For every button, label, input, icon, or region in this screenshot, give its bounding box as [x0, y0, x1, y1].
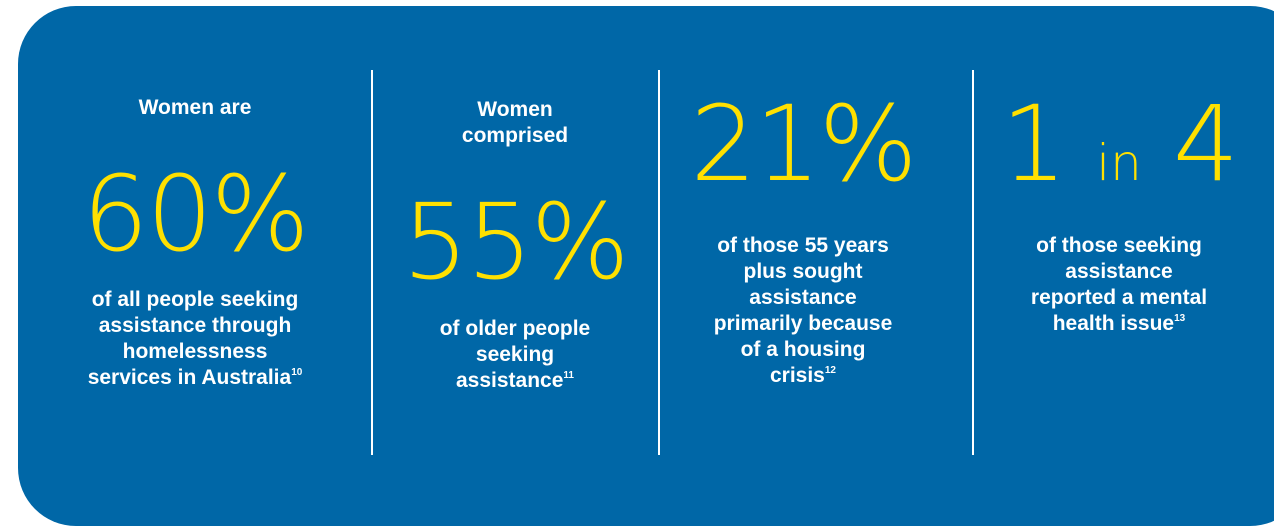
stat-value-part: 1: [1000, 83, 1067, 205]
footnote-ref: 12: [824, 365, 836, 376]
stat-value: 55%: [402, 181, 629, 303]
column-divider: [371, 70, 373, 455]
stat-value: 21%: [690, 83, 917, 205]
stat-column-2: Women comprised 55% of older people seek…: [380, 0, 650, 510]
footnote-ref: 10: [291, 367, 303, 378]
desc-line: homelessness: [122, 340, 268, 363]
stat-column-4: 1 in 4 of those seeking assistance repor…: [984, 0, 1254, 510]
desc-line: of those seeking: [1036, 234, 1202, 257]
desc-line: of those 55 years: [717, 234, 889, 257]
desc-line: plus sought: [743, 260, 863, 283]
intro-line: Women: [477, 98, 553, 121]
desc-line: assistance: [749, 286, 857, 309]
stat-value: 60%: [82, 153, 309, 275]
stat-description: of those seeking assistance reported a m…: [984, 233, 1254, 337]
stat-intro: Women comprised: [380, 97, 650, 149]
desc-line: of a housing: [740, 338, 866, 361]
stats-panel: [18, 6, 1274, 526]
stat-description: of older people seeking assistance11: [380, 316, 650, 394]
desc-line: seeking: [475, 343, 555, 366]
column-divider: [972, 70, 974, 455]
stat-value: 1 in 4: [984, 92, 1254, 196]
desc-line: assistance: [1065, 260, 1173, 283]
stat-value-part: 4: [1172, 83, 1239, 205]
stat-intro: Women are: [138, 96, 252, 119]
desc-line: crisis12: [769, 364, 836, 387]
desc-line: assistance through: [98, 314, 292, 337]
desc-line: services in Australia10: [87, 366, 303, 389]
stat-column-3: 21% of those 55 years plus sought assist…: [668, 0, 938, 510]
column-divider: [658, 70, 660, 455]
desc-line: of all people seeking: [91, 288, 299, 311]
footnote-ref: 11: [563, 370, 574, 381]
desc-line: health issue13: [1052, 312, 1186, 335]
desc-line: assistance11: [456, 369, 574, 392]
footnote-ref: 13: [1174, 313, 1186, 324]
desc-line: primarily because: [713, 312, 893, 335]
desc-line: reported a mental: [1030, 286, 1208, 309]
stat-value-part: in: [1096, 134, 1142, 192]
stat-description: of those 55 years plus sought assistance…: [668, 233, 938, 389]
intro-line: comprised: [461, 124, 569, 147]
stat-column-1: Women are 60% of all people seeking assi…: [55, 0, 335, 510]
stat-description: of all people seeking assistance through…: [55, 287, 335, 391]
desc-line: of older people: [439, 317, 591, 340]
